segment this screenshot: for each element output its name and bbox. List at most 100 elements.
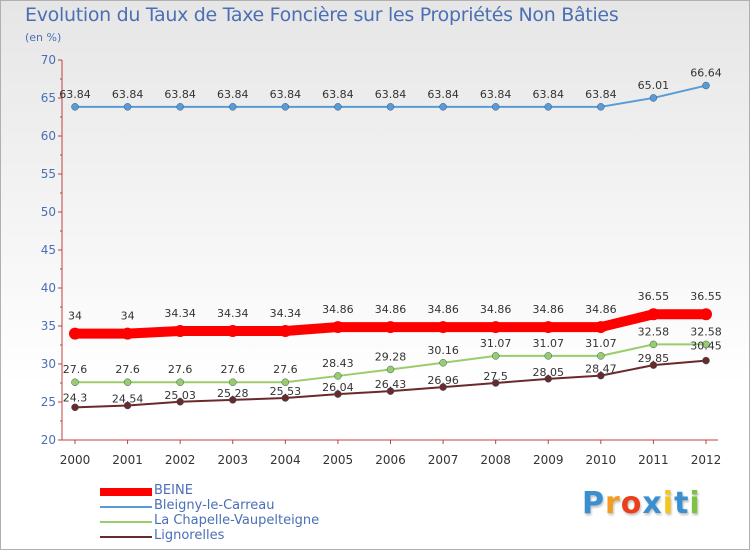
series-point-3 xyxy=(334,390,342,398)
x-tick-label: 2000 xyxy=(60,453,91,467)
legend-swatch-beine xyxy=(100,487,152,496)
series-point-1 xyxy=(439,103,447,111)
y-tick-label: 50 xyxy=(41,205,56,219)
series-point-0 xyxy=(121,327,134,340)
data-label-2: 30.16 xyxy=(427,344,459,357)
series-point-1 xyxy=(281,103,290,111)
data-label-3: 27.5 xyxy=(483,370,508,383)
series-point-1 xyxy=(597,103,605,111)
data-label-2: 32.58 xyxy=(638,325,670,338)
series-point-1 xyxy=(491,103,500,111)
data-label-2: 27.6 xyxy=(221,363,246,376)
logo-letter: x xyxy=(642,486,663,521)
data-label-1: 63.84 xyxy=(375,88,407,101)
data-label-0: 34.86 xyxy=(585,303,617,316)
legend-swatch-lignorelles xyxy=(100,535,152,538)
data-label-2: 28.43 xyxy=(322,357,354,370)
series-point-1 xyxy=(123,103,132,111)
data-label-0: 34.86 xyxy=(427,303,459,316)
series-point-1 xyxy=(649,94,658,102)
series-point-1 xyxy=(386,103,395,111)
data-label-1: 65.01 xyxy=(638,79,670,92)
data-label-2: 27.6 xyxy=(168,363,193,376)
x-tick-label: 2007 xyxy=(428,453,459,467)
data-label-3: 24.3 xyxy=(63,391,88,404)
legend-swatch-bleigny xyxy=(100,505,152,508)
series-point-2 xyxy=(386,365,395,374)
data-label-3: 26.96 xyxy=(427,374,459,387)
x-tick-label: 2006 xyxy=(375,453,406,467)
data-label-0: 34.86 xyxy=(375,303,407,316)
x-tick-label: 2009 xyxy=(533,453,564,467)
series-point-1 xyxy=(229,103,237,111)
series-point-3 xyxy=(229,396,237,404)
logo-letter: P xyxy=(582,486,605,521)
proxiti-logo: Proxiti xyxy=(582,486,701,521)
y-tick-label: 60 xyxy=(41,129,56,143)
data-label-0: 34.34 xyxy=(217,307,249,320)
legend-label-lignorelles: Lignorelles xyxy=(154,528,225,543)
data-label-2: 27.6 xyxy=(273,363,298,376)
y-axis-unit-label: (en %) xyxy=(25,31,62,44)
data-label-2: 32.58 xyxy=(690,325,722,338)
chart-title: Evolution du Taux de Taxe Foncière sur l… xyxy=(25,4,619,26)
series-point-2 xyxy=(597,352,605,360)
series-point-2 xyxy=(123,378,132,386)
data-label-3: 25.28 xyxy=(217,387,249,400)
data-label-1: 63.84 xyxy=(533,88,565,101)
series-point-0 xyxy=(279,325,292,338)
series-point-2 xyxy=(334,372,342,380)
data-label-3: 30.45 xyxy=(690,340,722,353)
series-point-0 xyxy=(489,321,502,334)
series-point-3 xyxy=(176,398,184,406)
x-tick-label: 2003 xyxy=(217,453,248,467)
series-point-0 xyxy=(542,321,555,334)
series-point-2 xyxy=(702,340,710,349)
data-label-0: 34.86 xyxy=(480,303,512,316)
data-label-0: 34 xyxy=(121,310,135,323)
series-point-3 xyxy=(439,383,447,391)
x-tick-label: 2001 xyxy=(112,453,143,467)
data-label-1: 66.64 xyxy=(690,67,722,80)
series-point-3 xyxy=(597,371,605,380)
data-label-3: 26.43 xyxy=(375,378,407,391)
series-point-3 xyxy=(702,356,710,365)
data-label-1: 63.84 xyxy=(270,88,302,101)
y-tick-label: 40 xyxy=(41,281,56,295)
x-tick-label: 2012 xyxy=(691,453,722,467)
data-label-3: 25.03 xyxy=(164,389,196,402)
series-point-0 xyxy=(437,321,450,334)
series-point-0 xyxy=(594,321,607,334)
legend-swatch-la-chapelle xyxy=(100,520,152,523)
series-point-2 xyxy=(229,378,237,386)
data-label-2: 27.6 xyxy=(115,363,140,376)
legend-label-beine: BEINE xyxy=(154,483,193,498)
data-label-1: 63.84 xyxy=(112,88,144,101)
data-label-1: 63.84 xyxy=(480,88,512,101)
data-label-2: 31.07 xyxy=(480,337,512,350)
data-label-2: 31.07 xyxy=(585,337,617,350)
data-label-1: 63.84 xyxy=(59,88,91,101)
data-label-0: 34.86 xyxy=(322,303,354,316)
series-point-3 xyxy=(649,361,658,369)
series-point-3 xyxy=(491,379,500,387)
logo-letter: i xyxy=(662,486,675,521)
x-tick-label: 2008 xyxy=(480,453,511,467)
data-label-1: 63.84 xyxy=(164,88,196,101)
data-label-0: 34.34 xyxy=(270,307,302,320)
series-point-2 xyxy=(439,359,447,367)
x-tick-label: 2002 xyxy=(165,453,196,467)
legend-label-bleigny: Bleigny-le-Carreau xyxy=(154,498,275,513)
series-point-1 xyxy=(334,103,342,111)
series-point-1 xyxy=(176,103,184,111)
series-point-0 xyxy=(226,325,239,338)
series-point-2 xyxy=(491,352,500,360)
series-point-0 xyxy=(647,308,660,321)
x-tick-label: 2005 xyxy=(323,453,354,467)
legend-label-la-chapelle: La Chapelle-Vaupelteigne xyxy=(154,513,320,528)
logo-letter: i xyxy=(689,486,701,521)
x-tick-label: 2011 xyxy=(638,453,669,467)
data-label-3: 28.05 xyxy=(533,366,565,379)
logo-letter: r xyxy=(605,486,621,521)
data-label-1: 63.84 xyxy=(585,88,617,101)
